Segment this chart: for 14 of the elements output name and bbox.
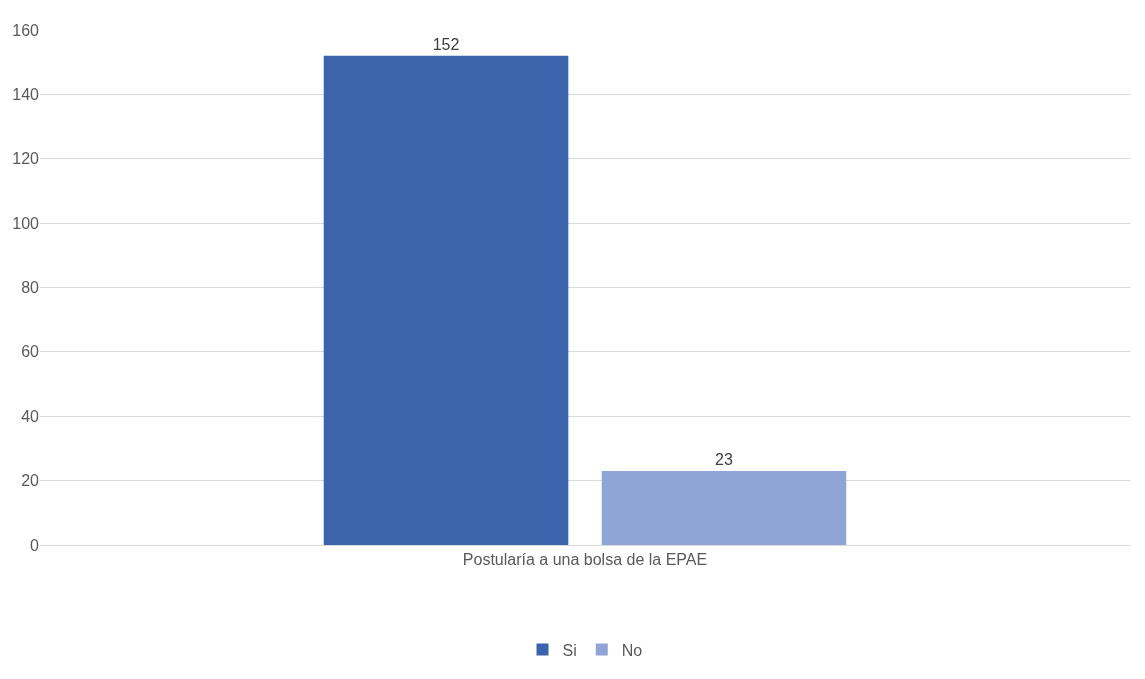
- legend-label: No: [621, 641, 643, 659]
- y-tick-label: 60: [21, 343, 40, 361]
- x-tick-label: Postularía a una bolsa de la EPAE: [462, 551, 708, 569]
- data-label: 152: [432, 35, 460, 53]
- y-tick-label: 40: [21, 407, 40, 425]
- y-tick-label: 140: [12, 85, 40, 103]
- y-tick-label: 20: [21, 472, 40, 490]
- y-tick-label: 0: [30, 536, 40, 554]
- y-tick-label: 160: [12, 21, 40, 39]
- y-tick-label: 120: [12, 150, 40, 168]
- y-tick-label: 100: [12, 214, 40, 232]
- y-tick-label: 80: [21, 279, 40, 297]
- data-label: 23: [715, 450, 733, 468]
- legend-label: Si: [562, 641, 577, 659]
